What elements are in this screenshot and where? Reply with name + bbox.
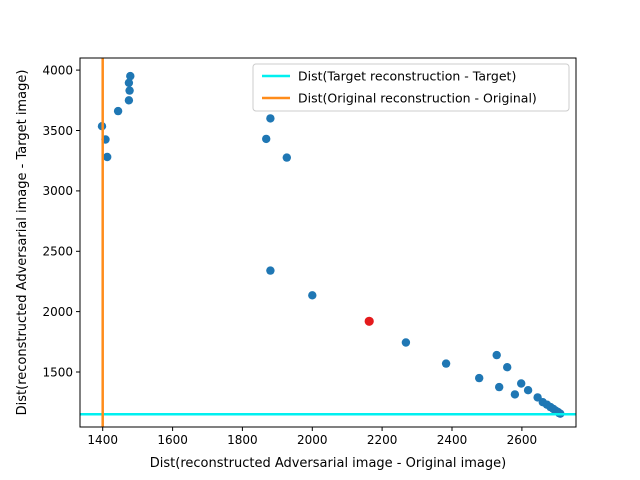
x-axis-label: Dist(reconstructed Adversarial image - O…: [150, 456, 506, 471]
legend-label-target: Dist(Target reconstruction - Target): [298, 69, 516, 84]
highlighted-point: [364, 316, 374, 326]
x-tick-label: 1800: [227, 433, 258, 447]
scatter-point: [523, 386, 533, 395]
scatter-point: [266, 114, 275, 123]
y-tick-label: 3000: [42, 184, 73, 198]
scatter-point: [266, 266, 275, 275]
scatter-point: [475, 373, 484, 383]
scatter-point: [441, 359, 451, 368]
y-tick-label: 1500: [42, 365, 73, 379]
scatter-point: [125, 86, 134, 95]
y-tick-label: 2000: [42, 305, 73, 319]
x-tick-label: 2600: [507, 433, 538, 447]
scatter-point: [495, 382, 504, 392]
y-axis-label: Dist(reconstructed Adversarial image - T…: [15, 70, 30, 416]
scatter-point: [308, 291, 317, 300]
x-tick-label: 1400: [87, 433, 118, 447]
x-tick-label: 2000: [297, 433, 328, 447]
scatter-point: [126, 71, 135, 81]
legend: Dist(Target reconstruction - Target) Dis…: [252, 63, 570, 112]
y-axis-ticks: 1500 2000 2500 3000 3500 4000: [42, 63, 80, 379]
y-tick-label: 4000: [42, 63, 73, 77]
scatter-point: [262, 134, 271, 144]
scatter-point: [282, 153, 291, 162]
y-tick-label: 2500: [42, 245, 73, 259]
y-tick-label: 3500: [42, 124, 73, 138]
x-tick-label: 2200: [367, 433, 398, 447]
scatter-point: [510, 390, 520, 399]
scatter-point: [124, 78, 134, 88]
x-tick-label: 2400: [437, 433, 468, 447]
scatter-point: [517, 379, 526, 388]
scatter-point: [124, 96, 134, 105]
scatter-point: [503, 363, 512, 372]
legend-box: [252, 63, 570, 112]
x-tick-label: 1600: [157, 433, 188, 447]
scatter-point: [492, 350, 501, 360]
legend-label-original: Dist(Original reconstruction - Original): [298, 91, 537, 106]
scatter-point: [401, 338, 411, 347]
scatter-point: [113, 106, 123, 116]
x-axis-ticks: 1400 1600 1800 2000 2200 2400 2600: [87, 427, 537, 447]
scatter-point: [103, 152, 112, 162]
plot-frame: [79, 57, 577, 428]
reference-lines: [80, 58, 576, 427]
